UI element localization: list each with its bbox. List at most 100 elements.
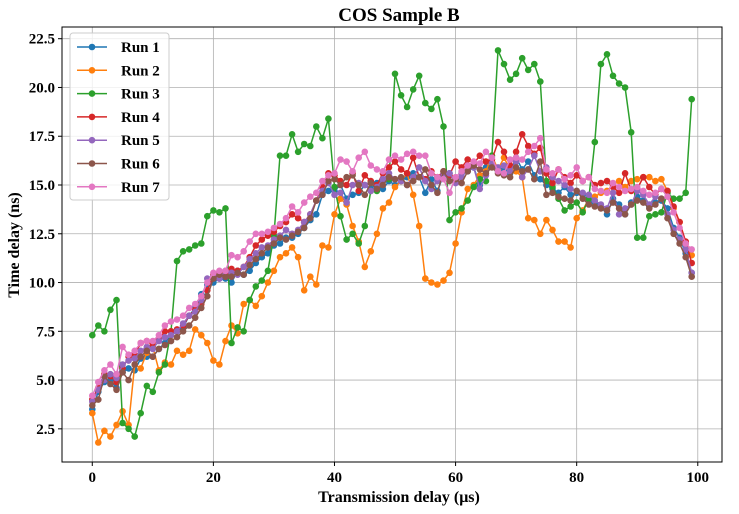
data-point [494,47,502,54]
data-point [627,177,635,185]
data-point [391,152,399,159]
data-point [113,386,120,394]
legend-swatch-marker [88,113,96,121]
data-point [488,154,496,161]
data-point [276,152,284,159]
data-point [143,382,151,390]
data-point [482,170,490,177]
data-point [355,187,363,195]
data-point [531,152,538,159]
data-point [609,72,617,80]
data-point [658,209,665,216]
data-point [561,238,568,245]
data-point [173,316,181,323]
data-point [646,212,653,220]
data-point [276,220,284,228]
data-point [89,409,96,417]
data-point [258,292,266,300]
y-tick-label: 7.5 [36,324,55,340]
data-point [664,214,671,222]
data-point [337,212,344,220]
data-point [506,76,514,83]
ticks: 0 20 40 60 80 100 2.5 5.0 7.5 10.0 12.5 15.0 17.5 20.… [29,32,709,486]
legend-item: Run 1 [77,40,160,56]
data-point [307,193,314,200]
data-point [204,212,211,220]
series-line [91,50,693,439]
data-point [307,142,314,150]
data-point [512,154,520,161]
data-point [621,211,629,218]
data-point [391,183,399,191]
data-point [391,175,399,183]
data-point [603,189,611,197]
data-point [313,197,320,204]
data-point [179,248,187,255]
data-point [367,162,375,169]
data-point [379,175,387,183]
data-point [549,179,556,187]
data-point [228,322,235,329]
data-point [325,177,332,185]
data-point [379,168,387,175]
data-point [409,154,417,161]
legend-item: Run 2 [77,63,160,79]
data-point [555,238,562,245]
data-point [621,84,629,91]
legend-item: Run 6 [77,157,160,173]
data-point [409,86,417,93]
data-point [355,154,363,161]
data-point [446,216,453,224]
data-point [397,166,405,173]
legend-swatch-marker [88,183,96,191]
data-point [288,211,296,218]
data-point [409,191,417,199]
data-point [89,392,96,400]
data-point [113,421,120,429]
data-point [391,158,399,165]
y-tick-label: 10.0 [29,276,55,292]
data-point [446,177,453,185]
data-point [555,166,562,173]
data-point [125,425,132,433]
data-point [446,170,453,177]
data-point [676,195,683,202]
data-point [579,177,586,185]
data-point [349,168,356,175]
data-point [652,201,659,208]
data-point [131,355,138,362]
legend-swatch-marker [88,90,96,97]
data-point [210,357,217,364]
data-point [585,191,593,199]
data-point [307,273,314,281]
data-point [440,123,447,130]
data-point [107,361,114,368]
data-point [422,152,429,159]
data-point [222,205,229,212]
data-point [294,214,302,222]
data-point [573,172,580,179]
data-point [658,195,665,202]
legend-item: Run 4 [77,110,160,126]
series-run-7 [89,134,695,400]
data-point [627,201,635,208]
data-point [179,351,187,359]
data-point [276,240,284,247]
data-point [258,236,266,243]
data-point [567,172,574,179]
data-point [125,376,132,384]
data-point [107,370,114,378]
data-point [319,242,326,249]
data-point [458,205,465,212]
data-point [452,240,459,247]
legend: Run 1 Run 2 Run 3 Run 4 Run 5 Run 6 Run 7 [69,32,170,201]
data-point [524,142,532,150]
data-point [682,240,689,247]
data-point [276,253,284,261]
data-point [615,177,623,185]
data-point [155,331,163,339]
data-point [228,279,235,286]
data-point [131,361,138,368]
data-point [300,218,308,226]
